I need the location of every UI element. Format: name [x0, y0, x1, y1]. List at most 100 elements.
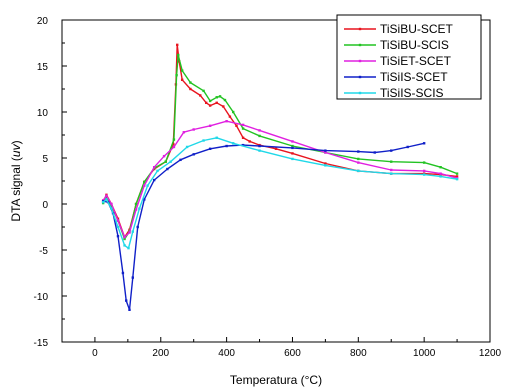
- data-point: [222, 105, 225, 108]
- data-point: [390, 168, 393, 172]
- data-point: [258, 144, 261, 148]
- legend-label: TiSiIS-SCET: [380, 70, 448, 84]
- data-point: [291, 144, 294, 148]
- x-tick-label: 200: [152, 348, 169, 359]
- data-point: [127, 246, 130, 250]
- data-point: [131, 230, 134, 233]
- data-point: [172, 143, 175, 146]
- y-tick-label: -5: [39, 246, 48, 257]
- data-point: [291, 146, 294, 150]
- x-tick-label: 400: [218, 348, 235, 359]
- data-point: [258, 149, 261, 152]
- data-point: [208, 104, 212, 107]
- data-point: [291, 157, 294, 161]
- data-point: [422, 173, 426, 176]
- data-point: [390, 160, 393, 163]
- y-tick-label: 15: [37, 62, 49, 73]
- legend-marker: [358, 27, 362, 31]
- data-point: [146, 184, 149, 187]
- data-point: [208, 124, 212, 127]
- y-tick-label: 5: [42, 154, 48, 165]
- data-point: [202, 139, 205, 142]
- data-point: [189, 87, 192, 91]
- data-point: [208, 99, 212, 103]
- y-tick-label: 10: [37, 108, 49, 119]
- data-point: [180, 69, 184, 72]
- data-point: [439, 166, 442, 169]
- data-point: [274, 147, 278, 150]
- data-point: [105, 194, 108, 197]
- data-point: [179, 158, 182, 162]
- x-axis-title: Temperatura (°C): [230, 373, 322, 387]
- data-point: [166, 167, 169, 171]
- data-point: [390, 172, 393, 175]
- legend-marker: [358, 59, 362, 63]
- data-point: [123, 235, 126, 239]
- data-point: [208, 147, 212, 150]
- data-point: [105, 198, 108, 201]
- data-point: [138, 207, 141, 210]
- data-point: [131, 276, 134, 279]
- data-point: [136, 225, 139, 229]
- data-point: [218, 95, 222, 98]
- data-point: [215, 96, 218, 99]
- y-tick-label: 20: [37, 16, 49, 27]
- data-point: [324, 164, 327, 167]
- data-point: [439, 172, 442, 175]
- legend-marker: [358, 75, 362, 79]
- y-tick-label: -15: [34, 338, 49, 349]
- legend-label: TiSiBU-SCIS: [380, 38, 449, 52]
- data-point: [152, 178, 156, 182]
- data-point: [357, 157, 360, 161]
- x-tick-label: 1200: [479, 348, 502, 359]
- y-tick-label: -10: [34, 292, 49, 303]
- legend-marker: [358, 91, 362, 95]
- data-point: [192, 128, 195, 131]
- data-point: [172, 145, 176, 149]
- data-point: [162, 154, 166, 158]
- data-point: [123, 244, 126, 247]
- data-point: [182, 131, 186, 134]
- data-point: [324, 151, 327, 154]
- data-point: [143, 198, 146, 201]
- data-point: [228, 115, 232, 118]
- data-point: [175, 74, 178, 77]
- data-point: [164, 160, 167, 163]
- data-point: [422, 142, 426, 145]
- data-point: [215, 101, 218, 104]
- data-point: [116, 225, 120, 229]
- data-point: [134, 202, 138, 206]
- data-point: [439, 175, 442, 178]
- data-point: [143, 184, 146, 187]
- x-tick-label: 1000: [413, 348, 436, 359]
- data-point: [101, 200, 105, 204]
- legend-label: TiSiET-SCET: [380, 54, 452, 68]
- data-point: [357, 150, 360, 153]
- data-point: [156, 169, 159, 173]
- data-point: [258, 134, 261, 138]
- data-point: [241, 143, 245, 147]
- data-point: [232, 142, 235, 145]
- data-point: [116, 235, 120, 238]
- data-point: [324, 149, 327, 152]
- data-point: [116, 219, 120, 222]
- data-point: [357, 161, 360, 164]
- data-point: [202, 89, 205, 93]
- data-point: [455, 172, 459, 175]
- data-point: [455, 175, 459, 178]
- data-point: [422, 161, 426, 164]
- series-layer: [101, 43, 459, 311]
- data-point: [390, 149, 393, 152]
- series-line-tisiis-scet: [103, 142, 425, 311]
- data-point: [248, 140, 251, 143]
- data-point: [357, 169, 360, 173]
- x-axis: 0 200 400 600 800 1000 1200: [61, 337, 502, 359]
- data-point: [373, 151, 376, 154]
- data-point: [225, 144, 228, 148]
- legend-label: TiSiIS-SCIS: [380, 86, 444, 100]
- data-point: [232, 110, 235, 114]
- x-tick-label: 600: [284, 348, 301, 359]
- data-point: [235, 124, 238, 127]
- data-point: [406, 145, 409, 149]
